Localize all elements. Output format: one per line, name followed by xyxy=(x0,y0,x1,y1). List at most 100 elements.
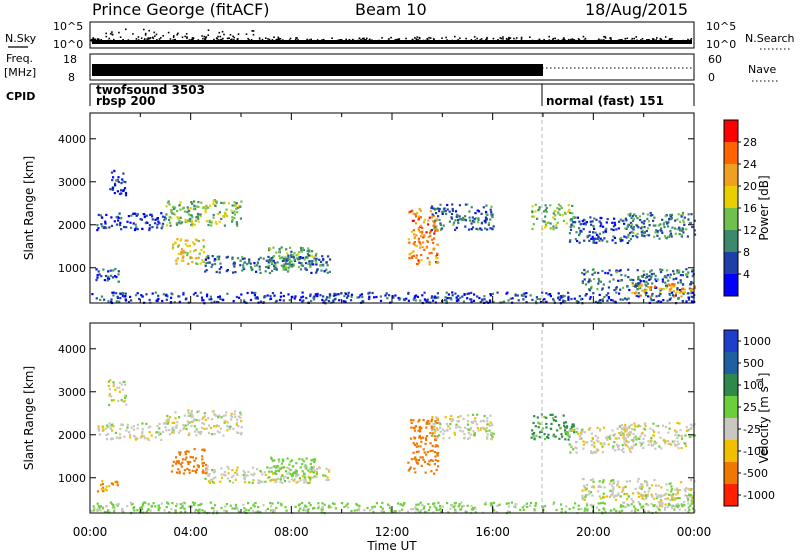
echo-cell xyxy=(149,425,152,428)
echo-cell xyxy=(691,424,694,427)
echo-cell xyxy=(469,433,472,436)
echo-cell xyxy=(687,487,690,490)
echo-cell xyxy=(164,422,167,425)
echo-cell xyxy=(676,271,679,274)
echo-cell xyxy=(674,232,677,235)
echo-cell xyxy=(111,437,114,440)
nsky-point xyxy=(251,30,253,32)
echo-cell xyxy=(419,430,422,433)
echo-cell xyxy=(650,493,653,496)
nsky-point xyxy=(140,37,143,39)
echo-cell xyxy=(469,219,472,222)
echo-cell xyxy=(234,478,237,481)
echo-cell xyxy=(243,476,246,479)
echo-cell xyxy=(638,437,641,440)
nsky-point xyxy=(529,36,531,38)
echo-cell xyxy=(452,506,455,509)
echo-cell xyxy=(235,202,238,205)
echo-cell xyxy=(228,480,231,483)
echo-cell xyxy=(676,288,679,291)
echo-cell xyxy=(416,461,419,465)
echo-cell xyxy=(477,210,481,213)
echo-cell xyxy=(657,278,660,281)
echo-cell xyxy=(655,286,658,289)
echo-cell xyxy=(625,480,628,483)
echo-cell xyxy=(161,225,164,228)
nsky-point xyxy=(571,38,574,40)
echo-cell xyxy=(315,261,318,264)
echo-cell xyxy=(98,433,101,436)
echo-cell xyxy=(659,502,662,505)
echo-cell xyxy=(172,212,176,215)
echo-cell xyxy=(220,476,224,479)
echo-cell xyxy=(188,244,191,247)
echo-cell xyxy=(643,428,647,431)
echo-cell xyxy=(306,508,309,511)
nsky-point xyxy=(582,35,585,38)
echo-cell xyxy=(583,273,586,276)
echo-cell xyxy=(417,229,420,232)
echo-cell xyxy=(637,437,640,440)
echo-cell xyxy=(646,282,650,285)
echo-cell xyxy=(142,435,146,438)
echo-cell xyxy=(533,509,536,512)
echo-cell xyxy=(488,424,491,427)
echo-cell xyxy=(184,424,187,427)
echo-cell xyxy=(598,495,601,498)
echo-cell xyxy=(604,271,607,275)
echo-cell xyxy=(108,394,111,397)
echo-cell xyxy=(476,413,479,416)
echo-cell xyxy=(407,461,410,464)
nsky-point xyxy=(113,38,115,41)
echo-cell xyxy=(215,258,218,261)
echo-cell xyxy=(467,228,471,231)
echo-cell xyxy=(194,208,197,211)
echo-cell xyxy=(561,435,564,438)
echo-cell xyxy=(413,467,416,470)
echo-cell xyxy=(193,243,196,246)
echo-cell xyxy=(670,286,673,289)
echo-cell xyxy=(119,427,122,431)
echo-cell xyxy=(659,494,663,497)
echo-cell xyxy=(648,288,652,291)
echo-cell xyxy=(302,264,305,267)
echo-cell xyxy=(97,429,101,432)
echo-cell xyxy=(634,234,637,237)
echo-cell xyxy=(136,228,139,231)
echo-cell xyxy=(204,264,207,267)
echo-cell xyxy=(673,498,676,501)
echo-cell xyxy=(118,390,121,393)
echo-cell xyxy=(311,260,314,263)
echo-cell xyxy=(432,214,435,217)
echo-cell xyxy=(451,209,454,212)
echo-cell xyxy=(529,501,533,505)
echo-cell xyxy=(409,437,413,440)
echo-cell xyxy=(107,275,110,278)
echo-cell xyxy=(212,200,215,203)
nsky-point xyxy=(609,37,611,39)
echo-cell xyxy=(171,431,174,434)
echo-cell xyxy=(545,426,548,429)
nsky-point xyxy=(405,37,407,40)
echo-cell xyxy=(549,295,552,298)
echo-cell xyxy=(208,424,211,427)
echo-cell xyxy=(120,217,123,220)
echo-cell xyxy=(105,226,108,229)
echo-cell xyxy=(117,502,120,505)
echo-cell xyxy=(636,217,639,220)
colorbar-tick-label: 25 xyxy=(743,401,757,414)
echo-cell xyxy=(312,255,315,259)
echo-cell xyxy=(446,203,449,207)
echo-cell xyxy=(203,415,207,418)
echo-cell xyxy=(551,417,555,420)
echo-cell xyxy=(100,295,104,298)
echo-cell xyxy=(423,248,426,251)
echo-cell xyxy=(135,214,138,217)
colorbar-tick-label: 12 xyxy=(743,224,757,237)
echo-cell xyxy=(678,233,681,236)
echo-cell xyxy=(652,299,655,302)
echo-cell xyxy=(572,448,575,451)
echo-cell xyxy=(231,507,234,510)
echo-cell xyxy=(192,420,195,423)
echo-cell xyxy=(564,431,567,434)
